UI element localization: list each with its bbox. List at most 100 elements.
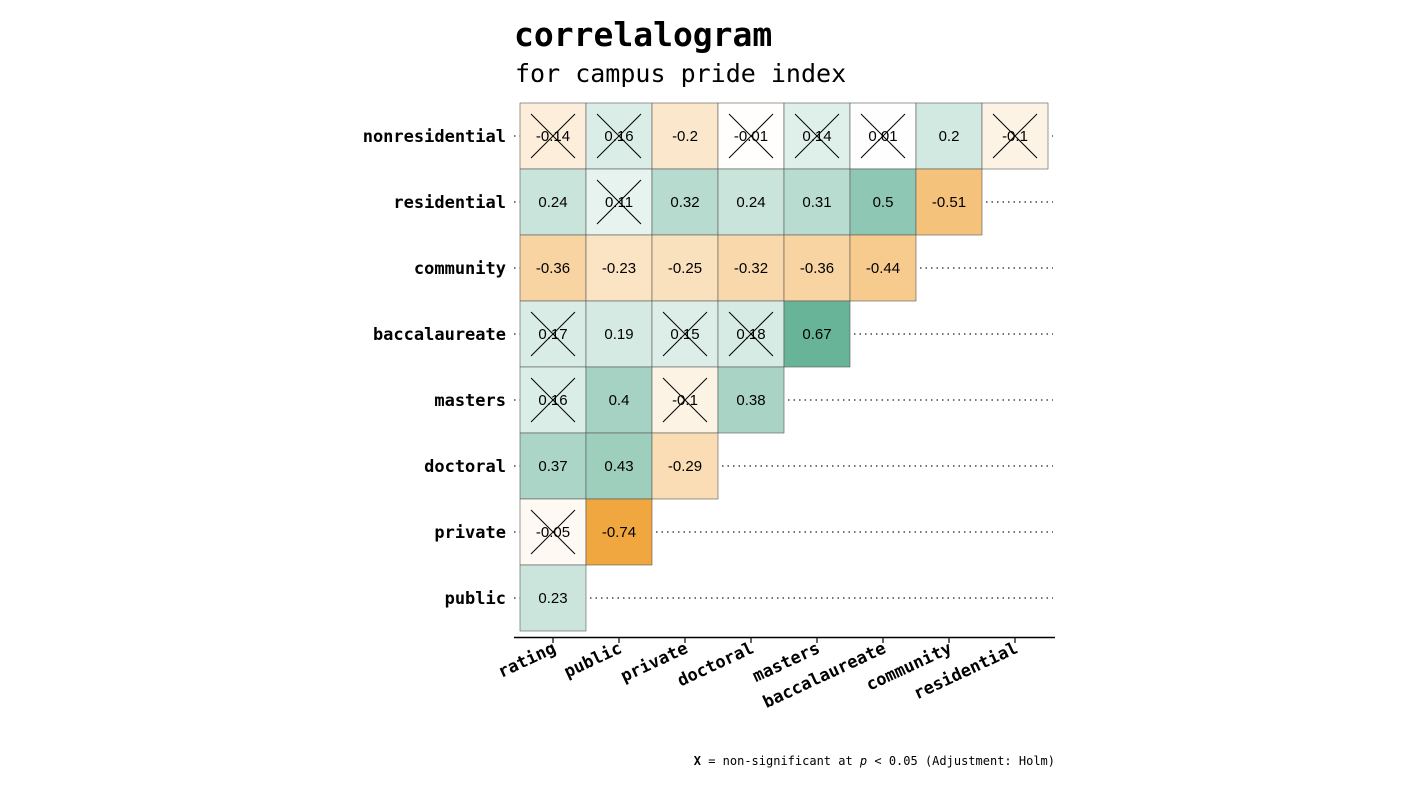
row-label-private: private: [434, 523, 506, 543]
non-significant-cross-line: [662, 377, 708, 423]
cell-fill: [519, 168, 587, 236]
correlation-cells: -0.14 0.16 -0.2 -0.010.140.01 0.2 -0.1 0.24 0.1…: [519, 102, 1049, 632]
correlation-cell: 0.31: [783, 168, 851, 236]
cell-value-label: -0.2: [672, 128, 698, 145]
non-significant-cross-line: [992, 113, 1038, 159]
cell-value-label: 0.4: [609, 392, 630, 409]
cell-value-label: -0.51: [932, 194, 966, 211]
correlation-cell: 0.16: [519, 366, 587, 434]
row-label-public: public: [445, 589, 506, 609]
row-label-masters: masters: [434, 391, 506, 411]
cell-fill: [519, 432, 587, 500]
cell-value-label: -0.44: [866, 260, 900, 277]
correlation-cell: -0.14: [519, 102, 587, 170]
caption-p-symbol: p: [859, 754, 867, 768]
correlation-cell: 0.11: [585, 168, 653, 236]
cell-value-label: 0.32: [670, 194, 699, 211]
correlation-cell: -0.2: [651, 102, 719, 170]
cell-fill: [915, 168, 983, 236]
correlation-cell: -0.32: [717, 234, 785, 302]
correlation-cell: -0.1: [651, 366, 719, 434]
non-significant-cross-line: [530, 377, 576, 423]
non-significant-cross-line: [530, 311, 576, 357]
non-significant-cross-line: [728, 113, 774, 159]
correlation-cell: 0.43: [585, 432, 653, 500]
non-significant-cross-line: [596, 179, 642, 225]
correlation-cell: 0.32: [651, 168, 719, 236]
correlation-cell: -0.44: [849, 234, 917, 302]
cell-value-label: 0.2: [939, 128, 960, 145]
cell-fill: [585, 300, 653, 368]
column-labels: rating publicprivatedoctoralmastersbaccal…: [495, 637, 1021, 713]
correlation-cell: 0.15: [651, 300, 719, 368]
correlation-cell: 0.38: [717, 366, 785, 434]
cell-fill: [849, 234, 917, 302]
correlation-cell: 0.4: [585, 366, 653, 434]
cell-fill: [585, 432, 653, 500]
row-guide-lines: [514, 135, 1053, 599]
correlation-cell: 0.24: [519, 168, 587, 236]
cell-value-label: 0.37: [538, 458, 567, 475]
cell-value-label: -0.36: [536, 260, 570, 277]
cell-fill: [651, 102, 719, 170]
row-label-residential: residential: [393, 193, 506, 213]
cell-fill: [783, 234, 851, 302]
correlation-cell: 0.2: [915, 102, 983, 170]
correlation-cell: -0.05: [519, 498, 587, 566]
non-significant-cross-line: [728, 311, 774, 357]
cell-fill: [585, 234, 653, 302]
non-significant-cross-line: [596, 113, 642, 159]
significance-caption: X = non-significant at p < 0.05 (Adjustm…: [694, 754, 1055, 768]
correlation-cell: -0.51: [915, 168, 983, 236]
caption-text-after: < 0.05 (Adjustment: Holm): [867, 754, 1055, 768]
non-significant-cross-line: [794, 113, 840, 159]
row-label-nonresidential: nonresidential: [363, 127, 506, 147]
correlation-cell: 0.14: [783, 102, 851, 170]
cell-fill: [717, 234, 785, 302]
chart-subtitle: for campus pride index: [515, 59, 846, 88]
correlation-cell: 0.17: [519, 300, 587, 368]
cell-fill: [849, 168, 917, 236]
cell-fill: [783, 300, 851, 368]
correlation-cell: -0.23: [585, 234, 653, 302]
cell-fill: [585, 366, 653, 434]
cell-fill: [651, 168, 719, 236]
cell-value-label: 0.24: [736, 194, 765, 211]
row-label-community: community: [414, 259, 506, 279]
correlation-cell: 0.18: [717, 300, 785, 368]
cell-value-label: 0.24: [538, 194, 567, 211]
cell-fill: [519, 564, 587, 632]
correlation-cell: 0.24: [717, 168, 785, 236]
row-label-doctoral: doctoral: [424, 457, 506, 477]
cell-fill: [783, 168, 851, 236]
correlation-cell: -0.36: [783, 234, 851, 302]
correlation-cell: -0.74: [585, 498, 653, 566]
cell-value-label: 0.23: [538, 590, 567, 607]
correlation-cell: 0.19: [585, 300, 653, 368]
correlation-cell: 0.37: [519, 432, 587, 500]
correlation-cell: -0.1: [981, 102, 1049, 170]
caption-text-before: = non-significant at: [701, 754, 860, 768]
cell-value-label: 0.19: [604, 326, 633, 343]
cell-fill: [717, 366, 785, 434]
cell-fill: [651, 432, 719, 500]
cell-value-label: -0.36: [800, 260, 834, 277]
cell-value-label: -0.29: [668, 458, 702, 475]
cell-fill: [651, 234, 719, 302]
correlation-cell: 0.23: [519, 564, 587, 632]
non-significant-cross-line: [530, 509, 576, 555]
column-label-public: public: [561, 638, 625, 682]
cell-value-label: -0.32: [734, 260, 768, 277]
non-significant-cross-line: [662, 311, 708, 357]
non-significant-cross-line: [530, 113, 576, 159]
correlation-cell: 0.5: [849, 168, 917, 236]
correlation-cell: -0.01: [717, 102, 785, 170]
cell-value-label: 0.43: [604, 458, 633, 475]
correlation-cell: -0.36: [519, 234, 587, 302]
cell-value-label: 0.67: [802, 326, 831, 343]
cell-value-label: -0.23: [602, 260, 636, 277]
correlation-cell: 0.01: [849, 102, 917, 170]
chart-title: correlalogram: [514, 15, 772, 54]
correlation-cell: -0.25: [651, 234, 719, 302]
